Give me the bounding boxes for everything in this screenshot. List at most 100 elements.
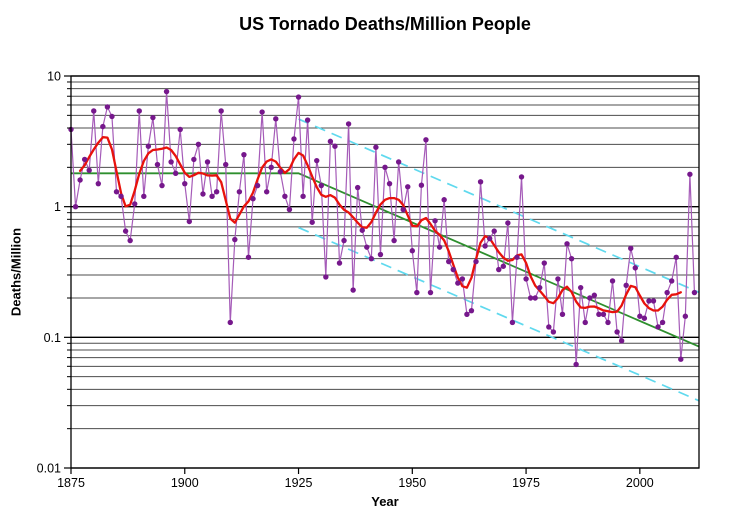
lower-bound-line [298, 226, 700, 402]
data-point [468, 307, 475, 314]
data-point [377, 251, 384, 258]
data-point [232, 236, 238, 243]
x-tick-label: 2000 [626, 476, 654, 490]
data-point [209, 193, 215, 200]
data-point [546, 324, 552, 330]
data-point [555, 276, 561, 282]
data-point [600, 311, 607, 318]
data-point [577, 284, 584, 291]
data-point [436, 244, 443, 250]
data-point [623, 282, 629, 289]
data-point [341, 237, 347, 244]
data-point [496, 266, 502, 273]
data-point [537, 284, 543, 291]
data-point [687, 171, 693, 177]
data-point [254, 182, 261, 189]
data-point [609, 278, 616, 284]
data-point [527, 295, 534, 301]
data-point [191, 156, 197, 163]
data-point [304, 117, 311, 123]
data-point [314, 157, 320, 164]
data-point [587, 295, 593, 301]
data-point [273, 116, 279, 122]
data-point [100, 123, 106, 130]
data-point [186, 218, 193, 225]
data-point [81, 156, 88, 163]
data-point [95, 180, 102, 187]
data-point [477, 179, 484, 185]
x-tick-label: 1975 [512, 476, 540, 490]
data-point [168, 159, 174, 165]
data-point [391, 237, 397, 244]
data-point [118, 193, 124, 200]
data-point [218, 108, 224, 114]
x-axis-title: Year [371, 494, 399, 509]
x-tick-label: 1950 [398, 476, 426, 490]
upper-bound-line [298, 118, 700, 294]
data-point [509, 319, 516, 326]
data-point [263, 189, 270, 195]
data-point [628, 245, 634, 252]
data-point [664, 289, 670, 296]
data-point [450, 266, 456, 273]
data-point [72, 203, 79, 210]
data-point [395, 159, 402, 165]
data-point [418, 182, 425, 188]
data-point [568, 255, 575, 262]
y-tick-label: 1 [54, 200, 61, 214]
data-point [650, 298, 657, 304]
data-point [605, 319, 611, 326]
data-point [295, 94, 302, 100]
data-point [282, 193, 288, 200]
data-point [486, 235, 493, 242]
data-point [291, 136, 297, 142]
data-point [614, 329, 620, 335]
data-point [632, 265, 638, 271]
data-point [86, 167, 92, 173]
data-point [505, 220, 511, 226]
data-point [405, 184, 411, 190]
data-point [559, 311, 566, 318]
data-point [141, 193, 147, 200]
data-point [204, 159, 211, 165]
data-point [641, 315, 648, 321]
data-point [132, 201, 138, 207]
data-point [236, 189, 243, 195]
data-point [104, 104, 111, 110]
data-point [382, 164, 388, 171]
data-point [113, 189, 120, 195]
data-point [414, 289, 420, 296]
data-point [514, 254, 520, 260]
data-point [455, 280, 461, 286]
data-point [177, 126, 183, 133]
annual-series-line [70, 90, 696, 366]
data-point [646, 298, 652, 304]
data-point [345, 121, 352, 127]
data-point [459, 276, 466, 282]
data-point [336, 260, 343, 266]
data-point [591, 292, 598, 298]
data-point [359, 227, 365, 233]
data-point [172, 170, 179, 177]
data-point [200, 191, 206, 197]
data-point [195, 141, 202, 148]
data-point [491, 228, 497, 234]
data-point [91, 108, 97, 114]
y-tick-label: 0.1 [44, 331, 61, 345]
data-point [400, 206, 406, 213]
data-point [332, 143, 338, 149]
data-point [318, 182, 324, 189]
x-tick-label: 1900 [171, 476, 199, 490]
data-point [550, 329, 557, 335]
chart-title: US Tornado Deaths/Million People [239, 14, 531, 34]
data-point [573, 361, 579, 368]
data-point [659, 319, 666, 326]
data-point [678, 356, 684, 362]
data-point [241, 151, 247, 158]
smoothed-line [78, 136, 682, 314]
data-point [213, 189, 220, 195]
data-point [163, 88, 170, 95]
x-tick-label: 1875 [57, 476, 85, 490]
data-point [182, 180, 188, 187]
data-point [145, 143, 152, 149]
